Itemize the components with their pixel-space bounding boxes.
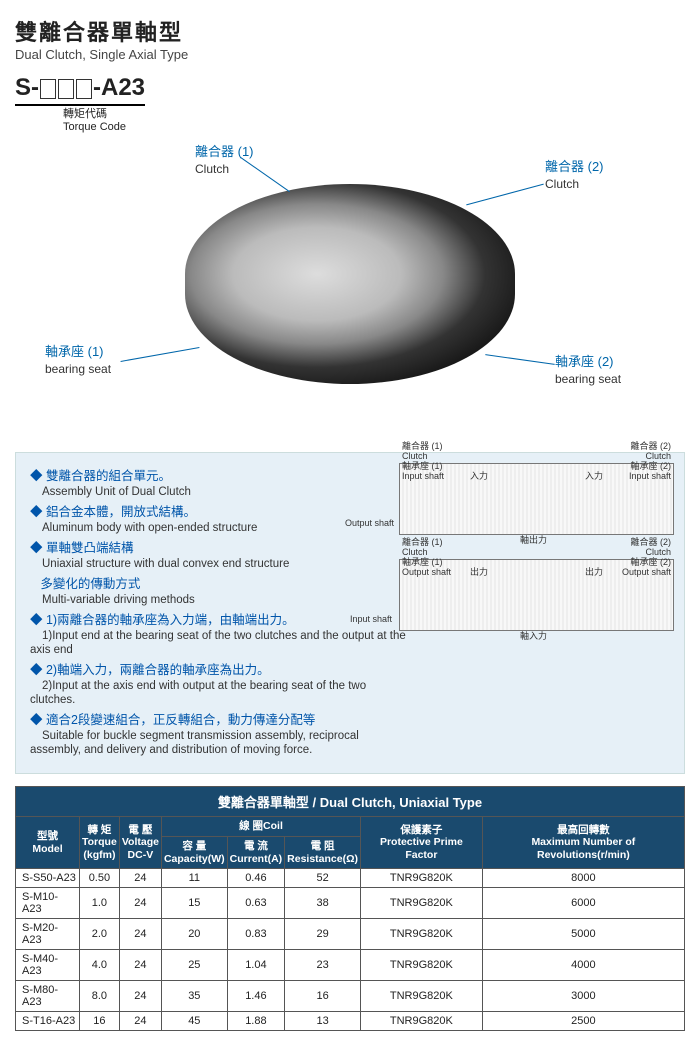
col-voltage: 電 壓VoltageDC-V <box>119 817 161 869</box>
diagram-1: 離合器 (1)Clutch 離合器 (2)Clutch 軸承座 (1)Input… <box>399 463 674 535</box>
table-row: S-T16-A231624451.8813TNR9G820K2500 <box>16 1012 685 1031</box>
table-row: S-S50-A230.5024110.4652TNR9G820K8000 <box>16 869 685 888</box>
product-photo <box>185 184 515 384</box>
col-capacity: 容 量Capacity(W) <box>161 836 227 868</box>
table-title: 雙離合器單軸型 / Dual Clutch, Uniaxial Type <box>16 787 685 817</box>
col-prime: 保護素子Protective Prime Factor <box>361 817 483 869</box>
callout-bearing-1: 軸承座 (1)bearing seat <box>45 344 111 378</box>
product-photo-area: 離合器 (1)Clutch 離合器 (2)Clutch 軸承座 (1)beari… <box>15 144 685 444</box>
col-rev: 最高回轉數Maximum Number of Revolutions(r/min… <box>482 817 684 869</box>
model-prefix: S- <box>15 74 39 101</box>
model-code: S- -A23 <box>15 74 685 108</box>
col-model: 型號Model <box>16 817 80 869</box>
callout-bearing-2: 軸承座 (2)bearing seat <box>555 354 621 388</box>
col-coil: 線 圈Coil <box>161 817 360 837</box>
table-row: S-M80-A238.024351.4616TNR9G820K3000 <box>16 981 685 1012</box>
callout-clutch-2: 離合器 (2)Clutch <box>545 159 604 193</box>
col-resistance: 電 阻Resistance(Ω) <box>285 836 361 868</box>
table-row: S-M20-A232.024200.8329TNR9G820K5000 <box>16 919 685 950</box>
col-current: 電 流Current(A) <box>227 836 285 868</box>
title-zh: 雙離合器單軸型 <box>15 15 685 47</box>
model-suffix: -A23 <box>93 74 145 101</box>
spec-box: ◆ 雙離合器的組合單元。Assembly Unit of Dual Clutch… <box>15 452 685 774</box>
table-row: S-M10-A231.024150.6338TNR9G820K6000 <box>16 888 685 919</box>
torque-code-label: 轉矩代碼Torque Code <box>63 108 685 134</box>
col-torque: 轉 矩Torque(kgfm) <box>80 817 120 869</box>
spec-table: 雙離合器單軸型 / Dual Clutch, Uniaxial Type 型號M… <box>15 786 685 1031</box>
schematic-diagrams: 離合器 (1)Clutch 離合器 (2)Clutch 軸承座 (1)Input… <box>399 463 674 655</box>
table-row: S-M40-A234.024251.0423TNR9G820K4000 <box>16 950 685 981</box>
title-en: Dual Clutch, Single Axial Type <box>15 47 685 62</box>
diagram-2: 離合器 (1)Clutch 離合器 (2)Clutch 軸承座 (1)Outpu… <box>399 559 674 631</box>
